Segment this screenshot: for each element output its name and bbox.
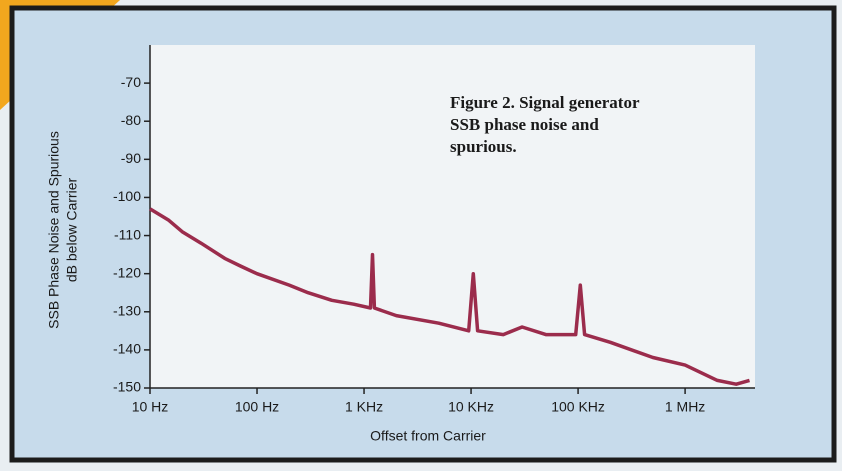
- x-tick-label: 100 KHz: [551, 399, 605, 415]
- y-tick-label: -130: [113, 302, 141, 318]
- y-tick-label: -120: [113, 264, 141, 280]
- y-tick-label: -150: [113, 379, 141, 395]
- y-tick-label: -110: [114, 226, 141, 242]
- line: [149, 207, 750, 386]
- x-tick-label: 10 KHz: [448, 399, 494, 415]
- x-tick-label: 10 Hz: [132, 399, 169, 415]
- x-tick-label: 1 MHz: [665, 399, 705, 415]
- x-axis-label: Offset from Carrier: [370, 428, 486, 444]
- y-tick-label: -90: [121, 150, 141, 166]
- y-tick-label: -100: [113, 188, 141, 204]
- x-tick-label: 1 KHz: [345, 399, 383, 415]
- y-axis-label: dB below Carrier: [64, 178, 80, 283]
- chart-title: Figure 2. Signal generator SSB phase noi…: [450, 93, 640, 156]
- x-tick-label: 100 Hz: [235, 399, 279, 415]
- plot-area: [150, 45, 755, 388]
- y-tick-label: -80: [121, 112, 141, 128]
- y-axis-label: SSB Phase Noise and Spurious: [46, 131, 62, 329]
- y-tick-label: -140: [113, 341, 141, 357]
- y-tick-label: -70: [121, 74, 141, 90]
